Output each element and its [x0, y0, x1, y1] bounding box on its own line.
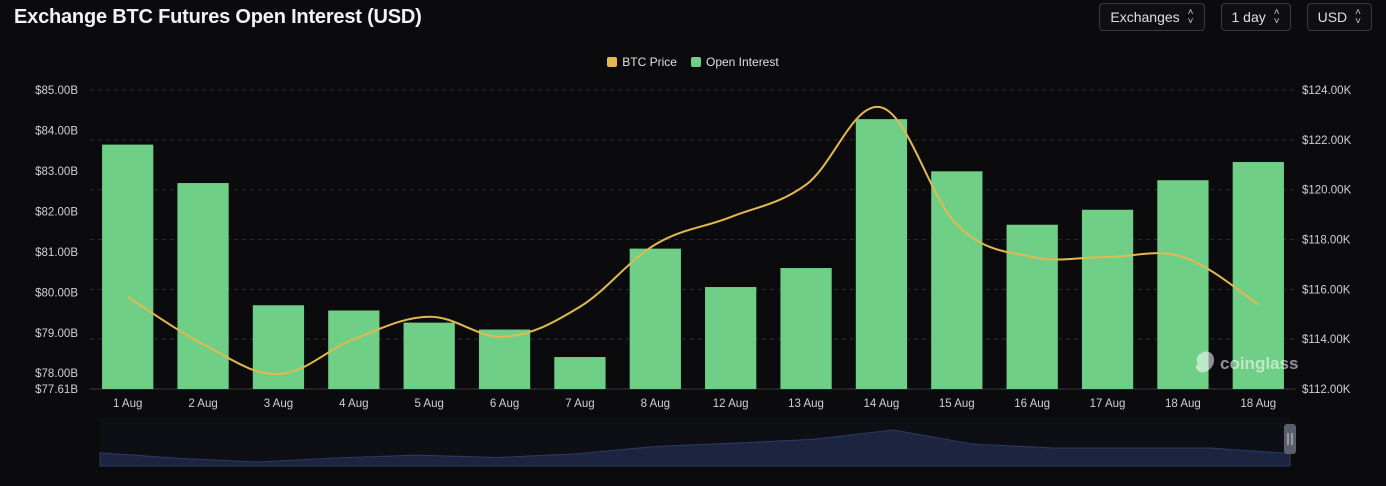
right-axis-tick-label: $112.00K: [1302, 384, 1351, 396]
legend-item-btc-price[interactable]: BTC Price: [607, 55, 677, 69]
x-axis-tick-label: 14 Aug: [864, 398, 900, 410]
btc-price-line: [127, 106, 1259, 376]
x-axis-tick-label: 5 Aug: [414, 398, 443, 410]
x-axis-tick-label: 2 Aug: [188, 398, 217, 410]
currency-select[interactable]: USD ˄ ˅: [1306, 3, 1372, 31]
left-axis-tick-label: $78.00B: [35, 368, 78, 380]
open-interest-bar[interactable]: [1232, 162, 1284, 389]
overview-handle[interactable]: [1284, 424, 1296, 454]
legend-label-btc-price: BTC Price: [622, 55, 677, 69]
open-interest-bar[interactable]: [629, 248, 681, 389]
legend-item-open-interest[interactable]: Open Interest: [690, 55, 779, 69]
chart-controls: Exchanges ˄ ˅ 1 day ˄ ˅ USD ˄ ˅: [1099, 3, 1372, 31]
currency-select-label: USD: [1317, 9, 1348, 25]
left-axis-tick-label: $85.00B: [35, 85, 78, 97]
open-interest-bars: [102, 119, 1284, 389]
chevron-updown-icon: ˄ ˅: [1273, 7, 1280, 27]
overview-area: [99, 429, 1291, 467]
x-axis: 1 Aug 2 Aug 3 Aug 4 Aug 5 Aug 6 Aug 7 Aug 8 Aug…: [113, 398, 1276, 410]
x-axis-tick-label: 8 Aug: [641, 398, 670, 410]
legend-swatch-btc-price: [607, 57, 618, 67]
x-axis-tick-label: 12 Aug: [713, 398, 749, 410]
right-axis: $112.00K $114.00K $116.00K $118.00K $120.00K…: [1302, 85, 1352, 396]
interval-select[interactable]: 1 day ˄ ˅: [1220, 3, 1291, 31]
page-title: Exchange BTC Futures Open Interest (USD): [14, 6, 422, 28]
x-axis-tick-label: 16 Aug: [1014, 398, 1050, 410]
x-axis-tick-label: 13 Aug: [788, 398, 824, 410]
open-interest-bar[interactable]: [554, 357, 606, 389]
btc-price-series-line[interactable]: [127, 106, 1259, 376]
x-axis-tick-label: 6 Aug: [490, 398, 519, 410]
left-axis-tick-label: $83.00B: [35, 166, 78, 178]
open-interest-bar[interactable]: [780, 268, 832, 389]
right-axis-tick-label: $118.00K: [1302, 235, 1351, 247]
open-interest-bar[interactable]: [705, 287, 757, 389]
legend-label-open-interest: Open Interest: [705, 55, 779, 69]
x-axis-tick-label: 18 Aug: [1165, 398, 1201, 410]
overview-range-slider[interactable]: [99, 418, 1296, 467]
open-interest-bar[interactable]: [102, 144, 154, 389]
exchanges-select-label: Exchanges: [1110, 9, 1180, 25]
open-interest-bar[interactable]: [403, 322, 455, 389]
chart-legend: BTC Price Open Interest: [0, 55, 1386, 69]
left-axis-tick-label: $79.00B: [35, 328, 78, 340]
exchanges-select[interactable]: Exchanges ˄ ˅: [1099, 3, 1205, 31]
open-interest-bar[interactable]: [931, 171, 983, 389]
chevron-updown-icon: ˄ ˅: [1187, 7, 1194, 27]
x-axis-tick-label: 3 Aug: [264, 398, 293, 410]
x-axis-tick-label: 17 Aug: [1090, 398, 1126, 410]
interval-select-label: 1 day: [1231, 9, 1266, 25]
right-axis-tick-label: $122.00K: [1302, 135, 1352, 147]
left-axis: $77.61B $78.00B $79.00B $80.00B $81.00B $82.0…: [35, 85, 78, 396]
open-interest-bar[interactable]: [478, 329, 531, 389]
x-axis-tick-label: 18 Aug: [1240, 398, 1276, 410]
x-axis-tick-label: 4 Aug: [339, 398, 368, 410]
x-axis-tick-label: 7 Aug: [565, 398, 594, 410]
left-axis-tick-label: $80.00B: [35, 287, 78, 299]
left-axis-tick-label: $84.00B: [35, 125, 78, 137]
open-interest-bar[interactable]: [1006, 224, 1058, 389]
open-interest-bar[interactable]: [328, 310, 380, 389]
left-axis-tick-label: $82.00B: [35, 206, 78, 218]
right-axis-tick-label: $116.00K: [1302, 284, 1351, 296]
open-interest-bar[interactable]: [855, 119, 908, 389]
x-axis-tick-label: 15 Aug: [939, 398, 975, 410]
left-axis-tick-label: $81.00B: [35, 247, 78, 259]
right-axis-tick-label: $114.00K: [1302, 334, 1351, 346]
left-axis-tick-label: $77.61B: [35, 384, 78, 396]
watermark-text: coinglass: [1220, 354, 1298, 373]
chevron-updown-icon: ˄ ˅: [1355, 7, 1361, 27]
x-axis-tick-label: 1 Aug: [113, 398, 142, 410]
open-interest-bar[interactable]: [177, 183, 229, 389]
open-interest-bar[interactable]: [1081, 209, 1134, 389]
right-axis-tick-label: $124.00K: [1302, 85, 1352, 97]
open-interest-bar[interactable]: [252, 305, 305, 389]
legend-swatch-open-interest: [690, 57, 701, 67]
coinglass-logo-icon: [1195, 351, 1214, 373]
coinglass-watermark: coinglass: [1195, 351, 1298, 373]
right-axis-tick-label: $120.00K: [1302, 185, 1352, 197]
